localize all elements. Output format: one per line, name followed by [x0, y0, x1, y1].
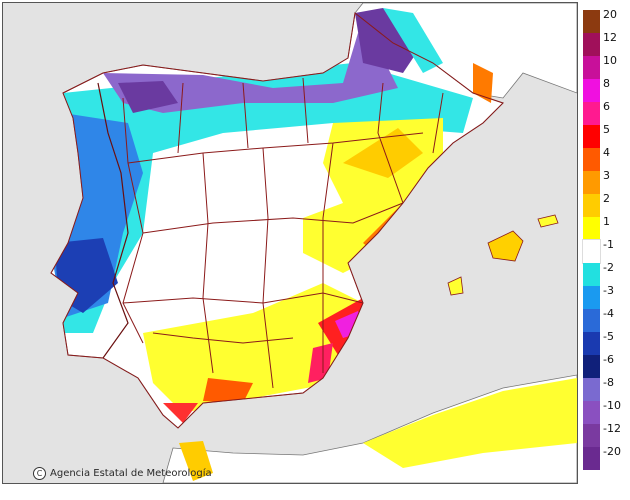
legend-label: -5 [603, 330, 614, 343]
legend-label: 10 [603, 54, 617, 67]
legend-label: 6 [603, 100, 610, 113]
legend-swatch [583, 10, 600, 33]
legend-swatch [583, 125, 600, 148]
menorca-island [537, 214, 559, 228]
legend-label: 8 [603, 77, 610, 90]
ibiza-island [447, 276, 464, 296]
legend-label: -12 [603, 422, 621, 435]
africa-anomaly-orange [179, 441, 213, 481]
legend-label: -6 [603, 353, 614, 366]
legend-swatch [583, 171, 600, 194]
france-anomaly-shading [355, 8, 423, 73]
legend-swatch [583, 355, 600, 378]
legend-swatch [583, 102, 600, 125]
legend-swatch [583, 378, 600, 401]
legend-swatch [583, 33, 600, 56]
attribution-text: Agencia Estatal de Meteorología [50, 468, 212, 479]
portugal-spain-border [97, 82, 129, 359]
legend-label: 1 [603, 215, 610, 228]
legend-swatch [583, 286, 600, 309]
province-borders [50, 12, 504, 429]
legend-label: -20 [603, 445, 621, 458]
legend-swatch [583, 332, 600, 355]
mallorca-island [487, 230, 524, 262]
anomaly-shading [53, 33, 473, 423]
legend-swatch [583, 447, 600, 470]
copyright-icon: C [33, 467, 46, 480]
legend-swatch [583, 424, 600, 447]
color-legend: 20 12 10 8 6 5 4 3 2 1 -1 -2 -3 -4 -5 -6 -8 -10 -12 -20 [582, 8, 627, 478]
legend-label: 12 [603, 31, 617, 44]
legend-label: 2 [603, 192, 610, 205]
legend-swatch [582, 239, 601, 264]
legend-swatch [583, 79, 600, 102]
legend-label: 4 [603, 146, 610, 159]
legend-swatch [583, 194, 600, 217]
legend-label: -2 [603, 261, 614, 274]
legend-swatch [583, 56, 600, 79]
legend-label: -3 [603, 284, 614, 297]
legend-swatch [583, 401, 600, 424]
legend-label: 3 [603, 169, 610, 182]
legend-label: -8 [603, 376, 614, 389]
africa-anomaly-shading [363, 378, 577, 468]
legend-swatch [583, 148, 600, 171]
map-canvas [50, 3, 577, 483]
legend-swatch [583, 217, 600, 240]
legend-label: -10 [603, 399, 621, 412]
france-cyan-shading [383, 8, 443, 73]
legend-swatch [583, 263, 600, 286]
legend-label: 20 [603, 8, 617, 21]
legend-label: 5 [603, 123, 610, 136]
attribution: C Agencia Estatal de Meteorología [33, 467, 212, 480]
legend-label: -1 [603, 238, 614, 251]
legend-swatch [583, 309, 600, 332]
legend-label: -4 [603, 307, 614, 320]
temperature-anomaly-map: C Agencia Estatal de Meteorología [2, 2, 578, 484]
roussillon-shading [473, 63, 493, 103]
